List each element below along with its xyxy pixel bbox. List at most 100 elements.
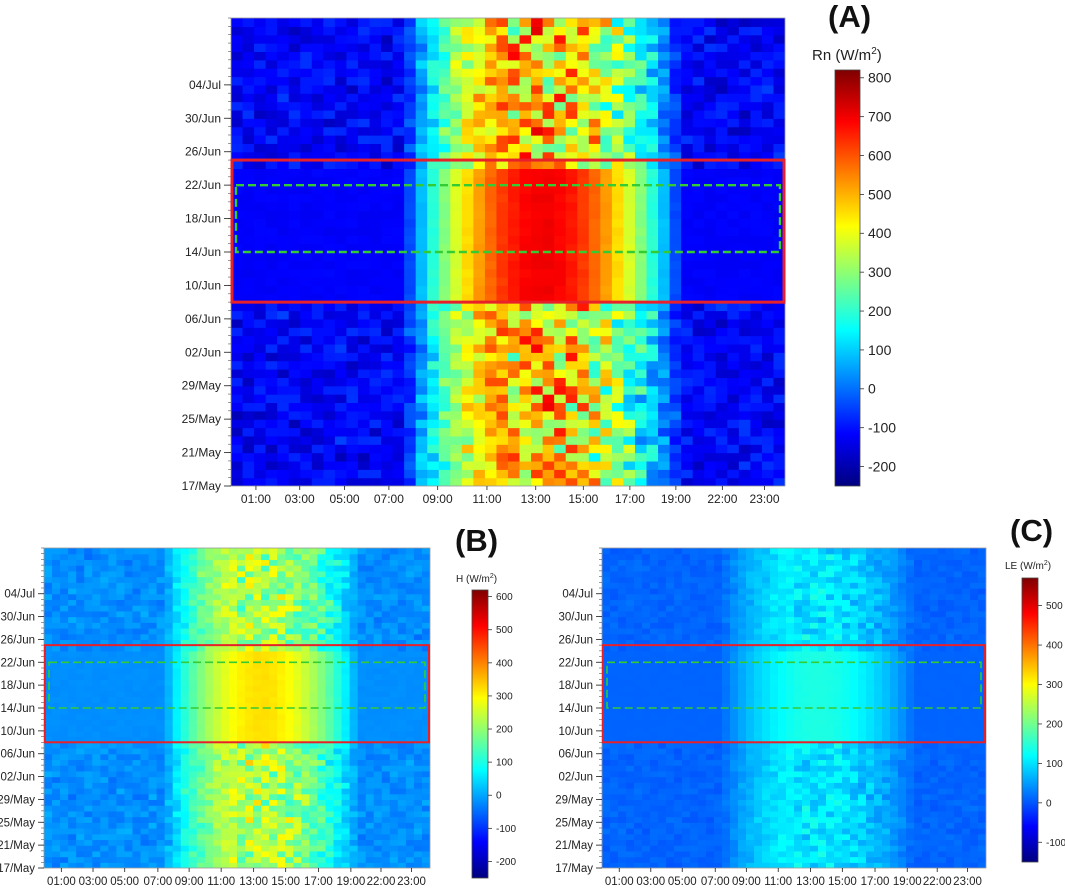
heatmap-cell bbox=[392, 201, 405, 211]
heatmap-cell bbox=[369, 235, 382, 245]
heatmap-cell bbox=[542, 84, 555, 94]
heatmap-cell bbox=[220, 850, 230, 858]
heatmap-cell bbox=[254, 51, 267, 61]
heatmap-cell bbox=[531, 427, 544, 437]
heatmap-cell bbox=[404, 218, 417, 228]
heatmap-cell bbox=[773, 318, 785, 328]
heatmap-cell bbox=[542, 68, 555, 78]
heatmap-cell bbox=[531, 160, 544, 170]
heatmap-cell bbox=[484, 277, 498, 287]
heatmap-cell bbox=[634, 343, 648, 353]
heatmap-cell bbox=[438, 143, 451, 153]
heatmap-cell bbox=[381, 805, 391, 812]
heatmap-cell bbox=[381, 385, 394, 395]
heatmap-cell bbox=[333, 633, 343, 641]
heatmap-cell bbox=[427, 18, 440, 27]
x-tick-label: 03:00 bbox=[285, 492, 315, 506]
heatmap-cell bbox=[301, 650, 310, 658]
heatmap-cell bbox=[237, 730, 246, 738]
heatmap-cell bbox=[611, 18, 625, 27]
heatmap-cell bbox=[188, 770, 198, 778]
heatmap-cell bbox=[300, 76, 313, 86]
heatmap-cell bbox=[277, 622, 286, 629]
heatmap-cell bbox=[381, 460, 394, 470]
heatmap-cell bbox=[554, 285, 567, 295]
heatmap-cell bbox=[397, 828, 407, 835]
heatmap-cell bbox=[288, 419, 301, 429]
heatmap-cell bbox=[623, 59, 636, 69]
heatmap-cell bbox=[309, 759, 319, 766]
heatmap-cell bbox=[623, 410, 636, 420]
heatmap-cell bbox=[288, 76, 301, 86]
heatmap-cell bbox=[261, 616, 270, 623]
heatmap-cell bbox=[381, 742, 391, 749]
heatmap-cell bbox=[100, 833, 109, 841]
heatmap-cell bbox=[373, 759, 383, 766]
heatmap-cell bbox=[600, 243, 613, 253]
heatmap-cell bbox=[415, 435, 428, 445]
heatmap-cell bbox=[116, 839, 126, 846]
heatmap-cell bbox=[389, 759, 399, 766]
heatmap-cell bbox=[231, 68, 244, 78]
heatmap-cell bbox=[301, 805, 310, 812]
heatmap-cell bbox=[140, 799, 150, 806]
heatmap-cell bbox=[357, 385, 371, 395]
heatmap-cell bbox=[577, 252, 590, 261]
heatmap-cell bbox=[750, 369, 763, 378]
heatmap-cell bbox=[365, 702, 375, 709]
heatmap-cell bbox=[715, 201, 728, 211]
heatmap-cell bbox=[220, 685, 230, 692]
heatmap-cell bbox=[531, 277, 544, 287]
heatmap-cell bbox=[317, 690, 327, 698]
heatmap-cell bbox=[704, 135, 717, 144]
heatmap-cell bbox=[397, 793, 407, 801]
heatmap-cell bbox=[508, 360, 521, 370]
heatmap-cell bbox=[413, 776, 423, 783]
heatmap-cell bbox=[265, 143, 278, 153]
heatmap-cell bbox=[397, 668, 407, 675]
heatmap-cell bbox=[254, 218, 267, 228]
heatmap-cell bbox=[415, 385, 428, 395]
heatmap-cell bbox=[508, 101, 521, 111]
heatmap-cell bbox=[519, 243, 532, 253]
heatmap-cell bbox=[381, 218, 394, 228]
heatmap-cell bbox=[52, 713, 61, 721]
heatmap-cell bbox=[496, 268, 509, 278]
heatmap-cell bbox=[204, 645, 214, 652]
heatmap-cell bbox=[704, 460, 717, 470]
heatmap-cell bbox=[68, 765, 77, 772]
heatmap-cell bbox=[427, 34, 440, 44]
heatmap-cell bbox=[461, 101, 474, 111]
heatmap-cell bbox=[405, 753, 415, 761]
heatmap-cell bbox=[623, 18, 636, 27]
heatmap-cell bbox=[365, 690, 375, 698]
heatmap-cell bbox=[311, 109, 324, 119]
heatmap-cell bbox=[346, 427, 359, 437]
heatmap-cell bbox=[349, 850, 359, 858]
heatmap-cell bbox=[761, 327, 775, 337]
heatmap-cell bbox=[204, 759, 214, 766]
heatmap-cell bbox=[519, 193, 532, 203]
heatmap-cell bbox=[427, 210, 440, 220]
heatmap-cell bbox=[212, 805, 222, 812]
heatmap-cell bbox=[421, 799, 430, 806]
heatmap-cell bbox=[413, 816, 423, 823]
heatmap-cell bbox=[727, 135, 740, 144]
heatmap-cell bbox=[750, 218, 763, 228]
heatmap-cell bbox=[415, 252, 428, 261]
heatmap-cell bbox=[84, 862, 93, 868]
heatmap-cell bbox=[750, 34, 763, 44]
heatmap-cell bbox=[738, 385, 751, 395]
heatmap-cell bbox=[508, 435, 521, 445]
heatmap-cell bbox=[381, 622, 391, 629]
heatmap-cell bbox=[140, 633, 150, 641]
heatmap-cell bbox=[542, 143, 555, 153]
heatmap-cell bbox=[325, 759, 335, 766]
heatmap-cell bbox=[611, 268, 625, 278]
heatmap-cell bbox=[108, 776, 117, 783]
heatmap-cell bbox=[124, 662, 134, 669]
heatmap-cell bbox=[681, 176, 694, 186]
heatmap-cell bbox=[242, 477, 255, 486]
heatmap-cell bbox=[369, 84, 382, 94]
heatmap-cell bbox=[116, 862, 126, 868]
